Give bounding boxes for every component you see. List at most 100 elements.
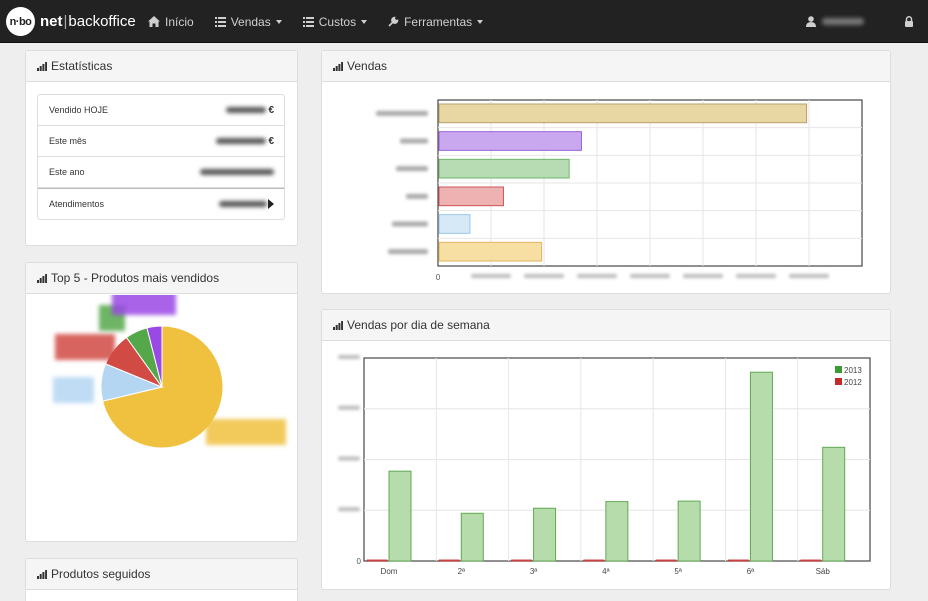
stat-row-atendimentos[interactable]: Atendimentos [38, 188, 284, 219]
followed-panel: Produtos seguidos [25, 558, 298, 601]
bar-2013 [460, 512, 484, 562]
stats-list: Vendido HOJE € Este mês € Este ano Atend… [37, 94, 285, 220]
stats-panel-title: Estatísticas [51, 59, 113, 73]
bar [438, 131, 582, 151]
wrench-icon [388, 16, 399, 27]
x-tick-zero: 0 [436, 273, 441, 282]
y-tick-redacted [338, 456, 360, 461]
x-tick-redacted [577, 274, 617, 278]
followed-panel-title: Produtos seguidos [51, 567, 151, 581]
nav-item-label: Custos [318, 14, 357, 29]
slice-label-redacted [112, 295, 176, 315]
lock-icon[interactable] [904, 16, 914, 27]
bar-2013 [749, 371, 773, 562]
category-label-redacted [376, 110, 428, 116]
bar-2013 [605, 501, 629, 562]
x-tick-label: 5ª [674, 567, 681, 576]
legend-swatch [835, 366, 842, 373]
category-label-redacted [406, 193, 428, 199]
stat-value-redacted [200, 169, 274, 175]
y-tick-redacted [338, 355, 360, 359]
stat-label: Vendido HOJE [49, 105, 109, 115]
x-tick-label: 2ª [458, 567, 465, 576]
bar-2012 [438, 559, 460, 562]
weekday-panel-heading: Vendas por dia de semana [322, 310, 890, 341]
vendas-panel: Vendas 0 [321, 50, 891, 294]
bar-2012 [366, 559, 388, 562]
y-tick-zero: 0 [357, 557, 362, 566]
caret-down-icon [361, 19, 368, 24]
bar-2013 [822, 446, 846, 562]
currency-symbol: € [268, 104, 274, 116]
stat-value: € [216, 136, 274, 147]
nav-item-inicio[interactable]: Início [148, 15, 194, 29]
bar-2013 [677, 500, 701, 562]
bar-2013 [388, 470, 412, 562]
bar [438, 241, 543, 262]
top5-panel-title: Top 5 - Produtos mais vendidos [51, 271, 220, 285]
bar-2013 [533, 507, 557, 562]
bar-2012 [800, 559, 822, 562]
weekday-bar-chart: Dom 2ª 3ª 4ª 5ª 6ª Sáb 0 2013 2012 [338, 355, 871, 576]
stat-value [200, 169, 274, 175]
brand-separator: | [63, 13, 68, 30]
user-area [806, 0, 914, 43]
stats-panel: Estatísticas Vendido HOJE € Este mês € E… [25, 50, 298, 246]
vendas-panel-title: Vendas [347, 59, 388, 73]
currency-symbol: € [268, 135, 274, 147]
bar [438, 158, 570, 179]
nav-item-ferramentas[interactable]: Ferramentas [388, 14, 484, 29]
stat-value-redacted [216, 138, 267, 144]
main-nav: Início Vendas Custos Ferramentas [148, 0, 504, 43]
nav-item-custos[interactable]: Custos [302, 14, 368, 29]
x-tick-label: 6ª [747, 567, 754, 576]
x-tick-redacted [736, 274, 776, 278]
pie-slice [146, 325, 163, 388]
list-icon [302, 16, 314, 27]
x-tick-label: Dom [381, 567, 398, 576]
brand-name: net|backoffice [40, 13, 136, 30]
user-name-redacted[interactable] [822, 18, 864, 25]
category-label-redacted [400, 138, 428, 144]
signal-bars-icon [37, 569, 47, 579]
x-tick-label: 4ª [602, 567, 609, 576]
x-tick-redacted [630, 274, 670, 278]
stat-value: € [226, 105, 274, 116]
arrow-right-icon [268, 199, 274, 209]
x-tick-redacted [683, 274, 723, 278]
brand[interactable]: n·bo net|backoffice [6, 7, 136, 36]
brand-name-bold: net [40, 13, 63, 30]
nav-item-vendas[interactable]: Vendas [214, 15, 282, 29]
bar [438, 214, 471, 234]
stat-value-redacted [219, 201, 267, 207]
category-label-redacted [392, 221, 428, 227]
slice-label-redacted [53, 377, 94, 403]
bar-2012 [655, 559, 677, 562]
signal-bars-icon [37, 273, 47, 283]
x-tick-redacted [471, 274, 511, 278]
vendas-panel-heading: Vendas [322, 51, 890, 82]
stats-panel-heading: Estatísticas [26, 51, 297, 82]
bar [438, 186, 504, 207]
legend-swatch [835, 378, 842, 385]
brand-logo: n·bo [6, 7, 35, 36]
stat-label: Este ano [49, 167, 85, 177]
top5-panel-heading: Top 5 - Produtos mais vendidos [26, 263, 297, 294]
nav-item-label: Ferramentas [404, 14, 473, 29]
chart-legend: 2013 2012 [832, 364, 866, 388]
list-icon [214, 16, 226, 27]
category-label-redacted [396, 166, 428, 172]
followed-panel-heading: Produtos seguidos [26, 559, 297, 590]
bar-2012 [583, 559, 605, 562]
top-navbar: n·bo net|backoffice Início Vendas Custos… [0, 0, 928, 43]
caret-down-icon [275, 19, 282, 24]
stat-value-redacted [226, 107, 267, 113]
stat-row-today: Vendido HOJE € [38, 95, 284, 126]
signal-bars-icon [333, 320, 343, 330]
home-icon [148, 16, 160, 27]
x-tick-redacted [789, 274, 829, 278]
stat-row-year: Este ano [38, 157, 284, 188]
vendas-bar-chart: 0 [376, 99, 863, 282]
user-icon[interactable] [806, 16, 816, 27]
bar-2012 [728, 559, 749, 562]
